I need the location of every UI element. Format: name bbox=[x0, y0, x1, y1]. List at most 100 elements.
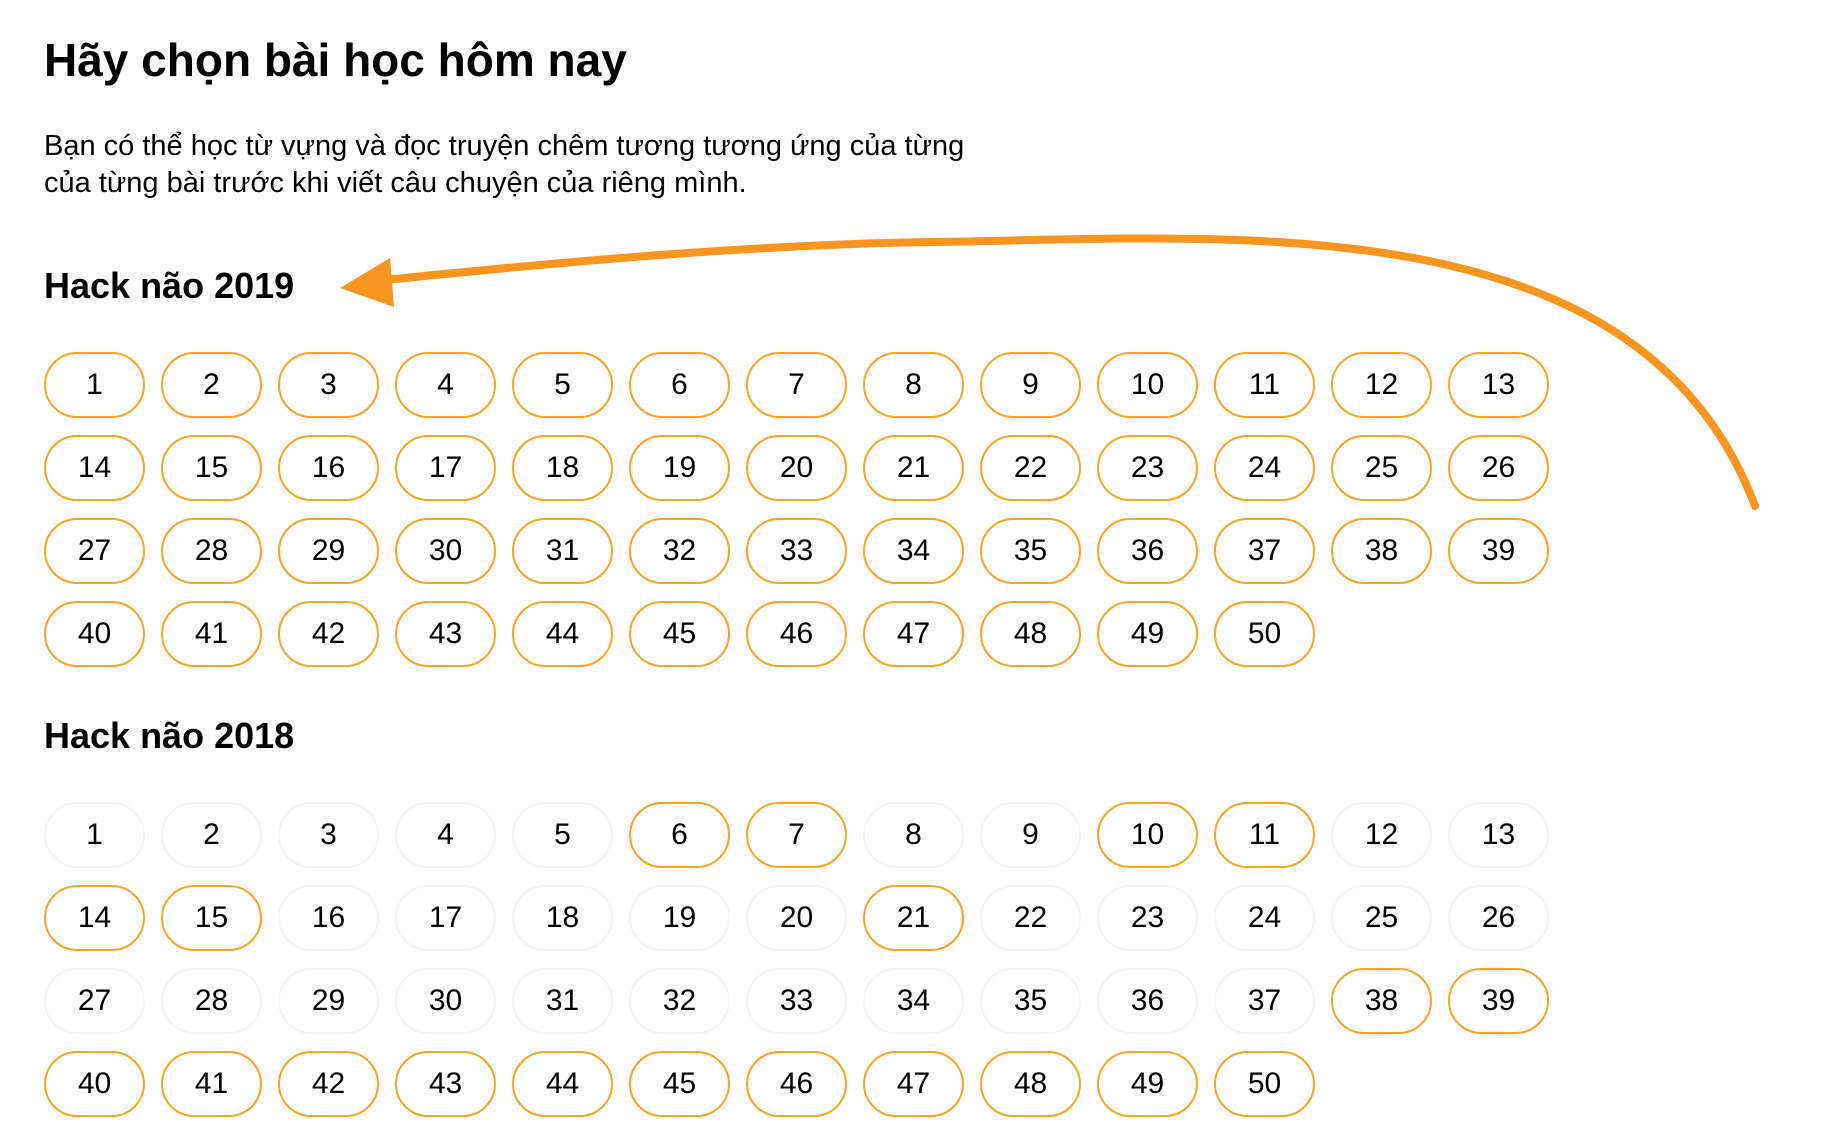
lesson-button[interactable]: 43 bbox=[395, 601, 496, 667]
lesson-button[interactable]: 1 bbox=[44, 802, 145, 868]
lesson-button[interactable]: 36 bbox=[1097, 518, 1198, 584]
lesson-button[interactable]: 9 bbox=[980, 802, 1081, 868]
lesson-button[interactable]: 38 bbox=[1331, 968, 1432, 1034]
lesson-button[interactable]: 44 bbox=[512, 601, 613, 667]
lesson-button[interactable]: 17 bbox=[395, 435, 496, 501]
lesson-button[interactable]: 3 bbox=[278, 802, 379, 868]
lesson-button[interactable]: 50 bbox=[1214, 1051, 1315, 1117]
lesson-button[interactable]: 6 bbox=[629, 802, 730, 868]
lesson-button[interactable]: 28 bbox=[161, 518, 262, 584]
lesson-button[interactable]: 13 bbox=[1448, 802, 1549, 868]
lesson-button[interactable]: 12 bbox=[1331, 802, 1432, 868]
lesson-button[interactable]: 5 bbox=[512, 352, 613, 418]
lesson-button[interactable]: 49 bbox=[1097, 601, 1198, 667]
lesson-button[interactable]: 47 bbox=[863, 1051, 964, 1117]
lesson-button[interactable]: 3 bbox=[278, 352, 379, 418]
lesson-button[interactable]: 9 bbox=[980, 352, 1081, 418]
lesson-button[interactable]: 14 bbox=[44, 435, 145, 501]
lesson-button[interactable]: 19 bbox=[629, 885, 730, 951]
lesson-button[interactable]: 18 bbox=[512, 885, 613, 951]
lesson-button[interactable]: 46 bbox=[746, 1051, 847, 1117]
lesson-button[interactable]: 37 bbox=[1214, 518, 1315, 584]
lesson-button[interactable]: 5 bbox=[512, 802, 613, 868]
lesson-button[interactable]: 8 bbox=[863, 352, 964, 418]
lesson-button[interactable]: 50 bbox=[1214, 601, 1315, 667]
lesson-button[interactable]: 22 bbox=[980, 885, 1081, 951]
lesson-button[interactable]: 7 bbox=[746, 352, 847, 418]
lesson-button[interactable]: 28 bbox=[161, 968, 262, 1034]
lesson-button[interactable]: 40 bbox=[44, 1051, 145, 1117]
lesson-button[interactable]: 41 bbox=[161, 1051, 262, 1117]
lesson-button[interactable]: 27 bbox=[44, 968, 145, 1034]
lesson-button[interactable]: 46 bbox=[746, 601, 847, 667]
lesson-button[interactable]: 42 bbox=[278, 1051, 379, 1117]
lesson-button[interactable]: 49 bbox=[1097, 1051, 1198, 1117]
lesson-button[interactable]: 42 bbox=[278, 601, 379, 667]
lesson-button[interactable]: 16 bbox=[278, 885, 379, 951]
lesson-button[interactable]: 29 bbox=[278, 968, 379, 1034]
lesson-button[interactable]: 6 bbox=[629, 352, 730, 418]
lesson-button[interactable]: 24 bbox=[1214, 435, 1315, 501]
lesson-button[interactable]: 11 bbox=[1214, 802, 1315, 868]
lesson-button[interactable]: 31 bbox=[512, 518, 613, 584]
lesson-button[interactable]: 11 bbox=[1214, 352, 1315, 418]
lesson-button[interactable]: 19 bbox=[629, 435, 730, 501]
lesson-button[interactable]: 22 bbox=[980, 435, 1081, 501]
lesson-button[interactable]: 12 bbox=[1331, 352, 1432, 418]
lesson-button[interactable]: 38 bbox=[1331, 518, 1432, 584]
lesson-button[interactable]: 31 bbox=[512, 968, 613, 1034]
lesson-button[interactable]: 10 bbox=[1097, 802, 1198, 868]
lesson-button[interactable]: 4 bbox=[395, 352, 496, 418]
lesson-button[interactable]: 32 bbox=[629, 518, 730, 584]
lesson-button[interactable]: 23 bbox=[1097, 885, 1198, 951]
lesson-button[interactable]: 27 bbox=[44, 518, 145, 584]
lesson-button[interactable]: 48 bbox=[980, 601, 1081, 667]
lesson-button[interactable]: 16 bbox=[278, 435, 379, 501]
lesson-button[interactable]: 33 bbox=[746, 968, 847, 1034]
lesson-button[interactable]: 14 bbox=[44, 885, 145, 951]
lesson-button[interactable]: 41 bbox=[161, 601, 262, 667]
lesson-button[interactable]: 21 bbox=[863, 885, 964, 951]
lesson-button[interactable]: 8 bbox=[863, 802, 964, 868]
lesson-button[interactable]: 39 bbox=[1448, 968, 1549, 1034]
lesson-button[interactable]: 33 bbox=[746, 518, 847, 584]
lesson-button[interactable]: 20 bbox=[746, 435, 847, 501]
lesson-button[interactable]: 26 bbox=[1448, 435, 1549, 501]
lesson-button[interactable]: 20 bbox=[746, 885, 847, 951]
lesson-button[interactable]: 30 bbox=[395, 968, 496, 1034]
lesson-button[interactable]: 2 bbox=[161, 352, 262, 418]
lesson-button[interactable]: 43 bbox=[395, 1051, 496, 1117]
lesson-button[interactable]: 48 bbox=[980, 1051, 1081, 1117]
lesson-button[interactable]: 34 bbox=[863, 968, 964, 1034]
lesson-button[interactable]: 40 bbox=[44, 601, 145, 667]
lesson-button[interactable]: 45 bbox=[629, 1051, 730, 1117]
lesson-button[interactable]: 15 bbox=[161, 885, 262, 951]
lesson-button[interactable]: 7 bbox=[746, 802, 847, 868]
lesson-button[interactable]: 45 bbox=[629, 601, 730, 667]
lesson-button[interactable]: 39 bbox=[1448, 518, 1549, 584]
lesson-button[interactable]: 25 bbox=[1331, 885, 1432, 951]
lesson-button[interactable]: 47 bbox=[863, 601, 964, 667]
lesson-button[interactable]: 4 bbox=[395, 802, 496, 868]
lesson-button[interactable]: 25 bbox=[1331, 435, 1432, 501]
lesson-button[interactable]: 1 bbox=[44, 352, 145, 418]
lesson-button[interactable]: 23 bbox=[1097, 435, 1198, 501]
lesson-button[interactable]: 18 bbox=[512, 435, 613, 501]
lesson-button[interactable]: 21 bbox=[863, 435, 964, 501]
lesson-button[interactable]: 13 bbox=[1448, 352, 1549, 418]
lesson-button[interactable]: 34 bbox=[863, 518, 964, 584]
lesson-button[interactable]: 24 bbox=[1214, 885, 1315, 951]
lesson-button[interactable]: 37 bbox=[1214, 968, 1315, 1034]
lesson-button[interactable]: 17 bbox=[395, 885, 496, 951]
lesson-button[interactable]: 30 bbox=[395, 518, 496, 584]
lesson-button[interactable]: 29 bbox=[278, 518, 379, 584]
lesson-button[interactable]: 36 bbox=[1097, 968, 1198, 1034]
lesson-button[interactable]: 32 bbox=[629, 968, 730, 1034]
lesson-button[interactable]: 35 bbox=[980, 518, 1081, 584]
lesson-button[interactable]: 26 bbox=[1448, 885, 1549, 951]
lesson-button[interactable]: 15 bbox=[161, 435, 262, 501]
lesson-button[interactable]: 10 bbox=[1097, 352, 1198, 418]
lesson-button[interactable]: 44 bbox=[512, 1051, 613, 1117]
lesson-button[interactable]: 2 bbox=[161, 802, 262, 868]
lesson-button[interactable]: 35 bbox=[980, 968, 1081, 1034]
